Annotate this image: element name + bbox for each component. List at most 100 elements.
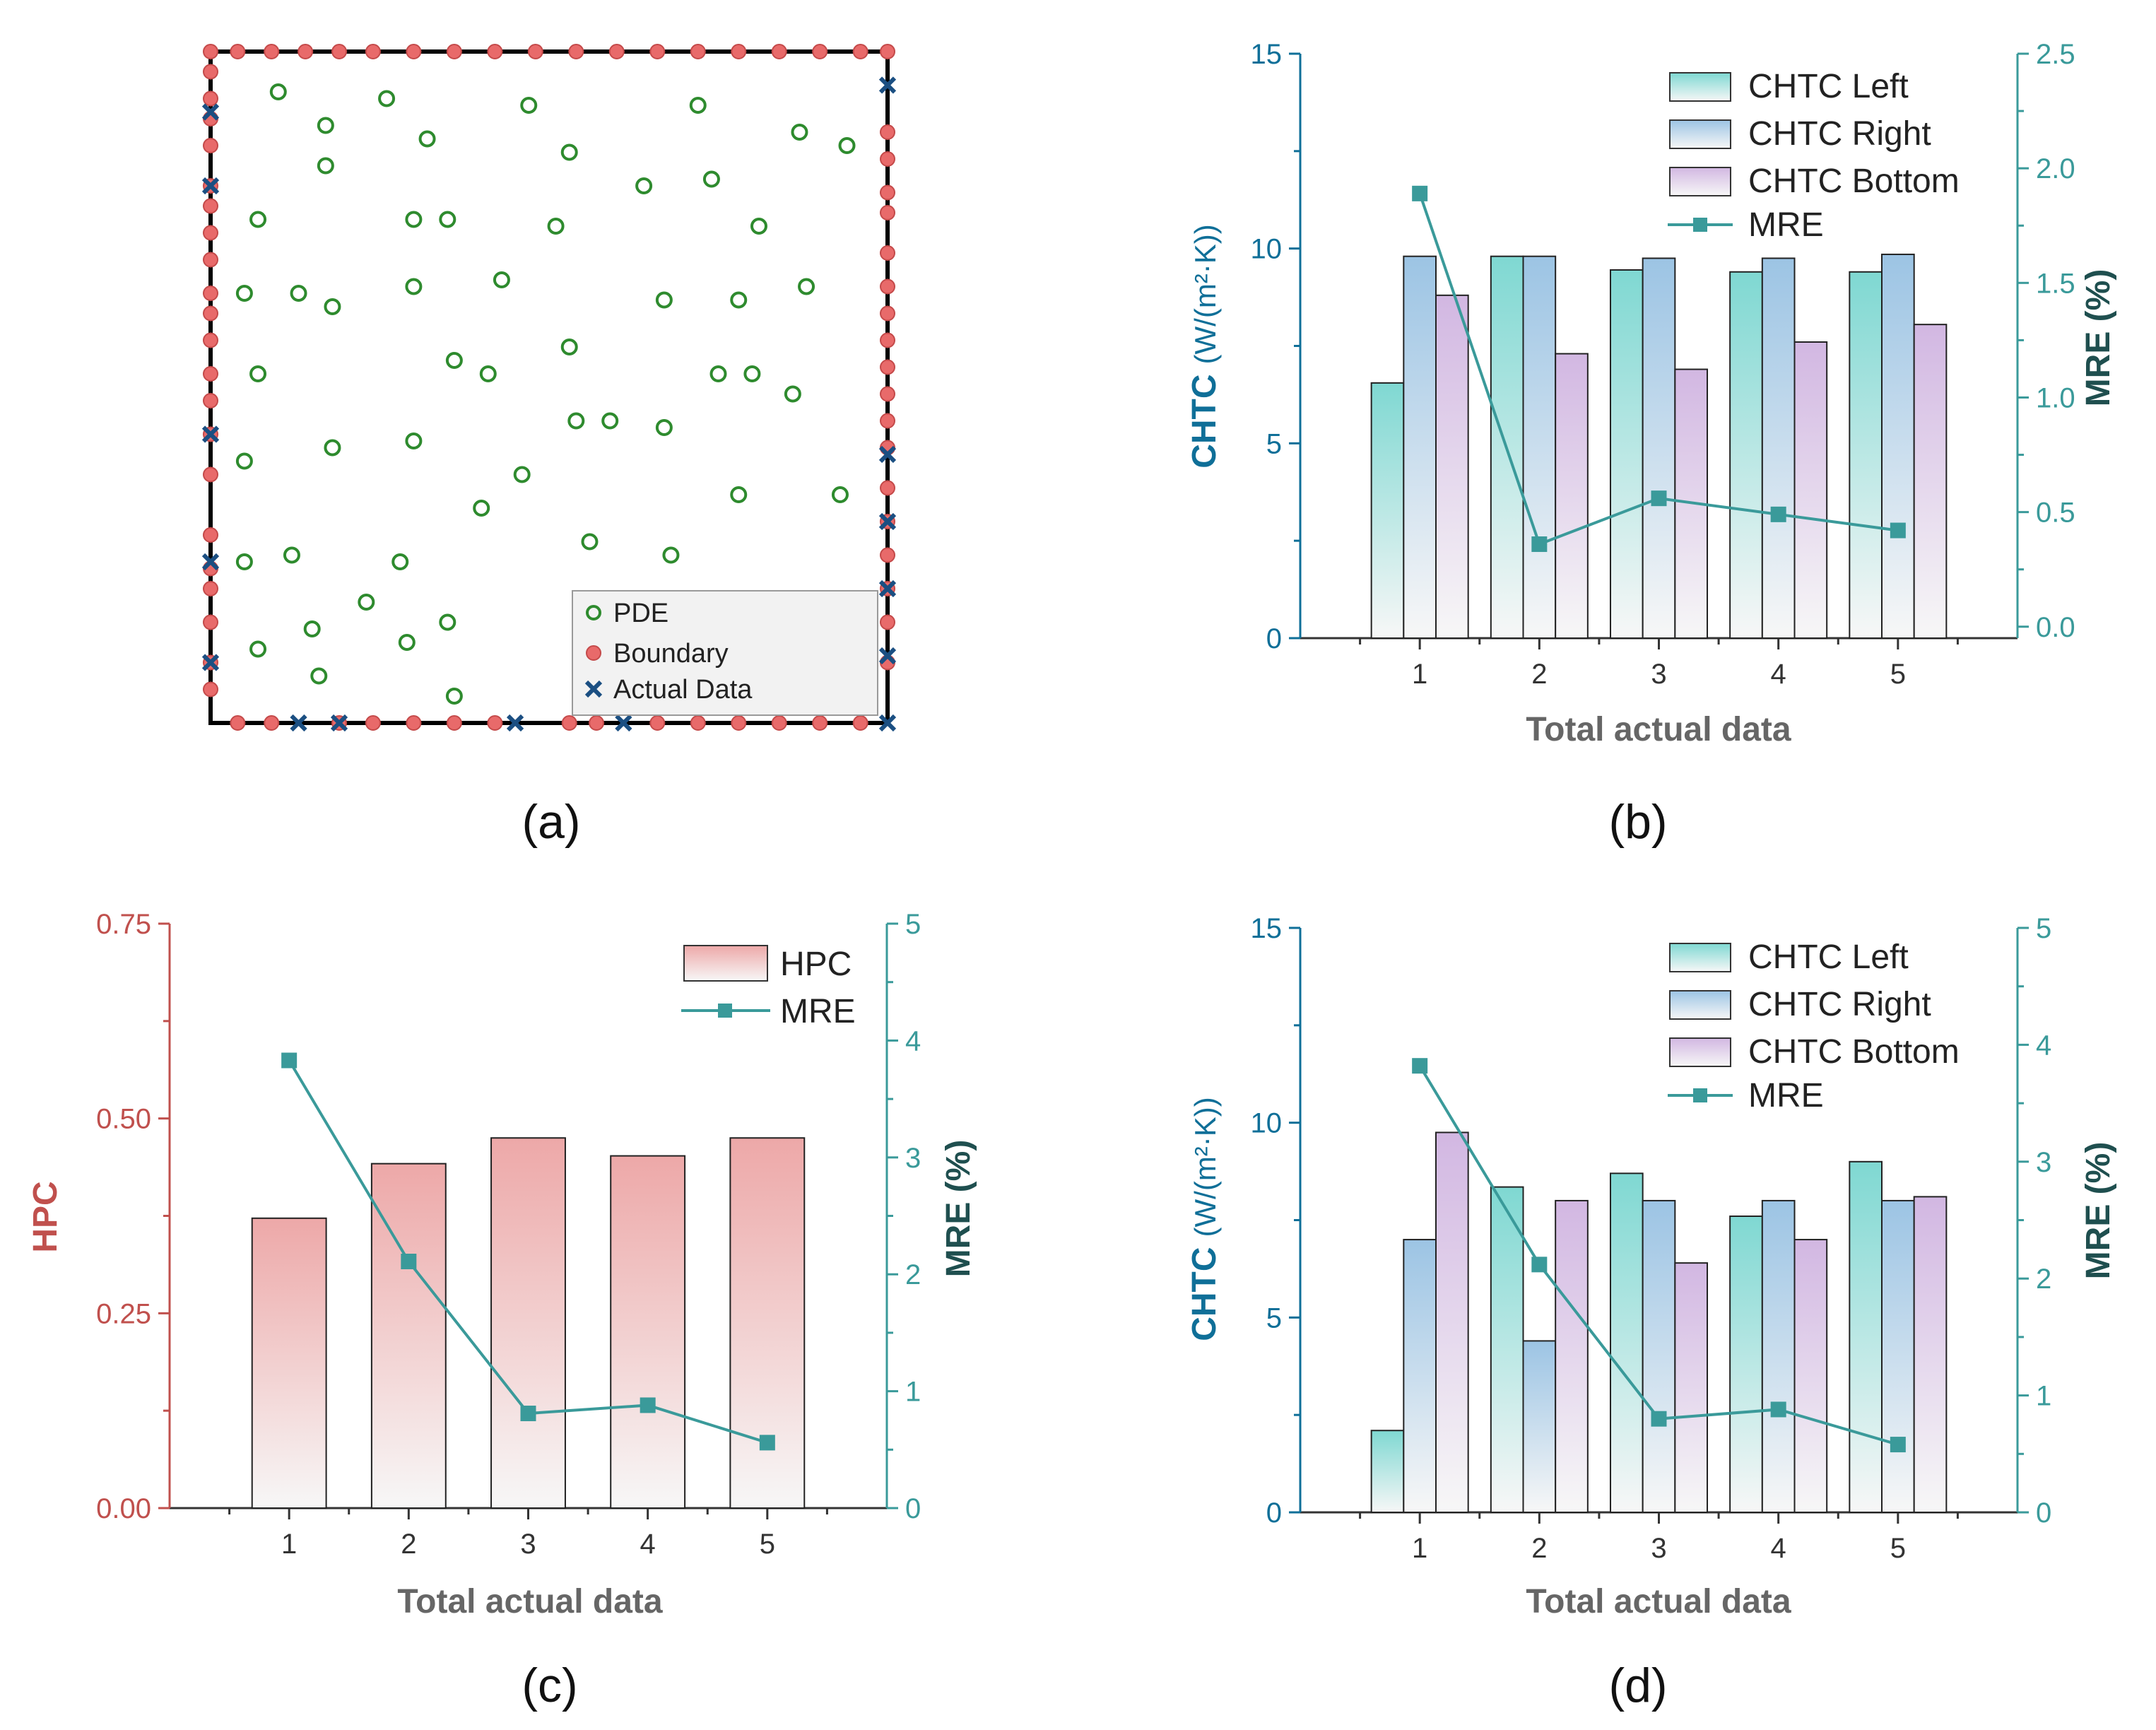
panel-c-ylabel: HPC [27,1181,64,1252]
d-bar-2-5 [1880,1199,1915,1514]
legend-b-right-swatch [1669,119,1731,149]
boundary-point [812,715,828,731]
panel-b-mre-line [1412,185,1906,553]
boundary-point [331,44,348,59]
d-y2tick-label: 3 [2036,1147,2051,1178]
boundary-point [880,413,895,429]
pde-point [473,500,490,517]
boundary-point [203,614,218,630]
d-bar-1-4 [1729,1215,1763,1514]
pde-point [798,278,815,295]
b-y2tick-label: 1.5 [2036,268,2075,299]
c-y2tick-label: 2 [905,1259,921,1290]
c-xtick-label: 3 [520,1529,536,1560]
actual-data-point [506,714,524,732]
pde-point [838,137,856,154]
b-ytick-label: 15 [1251,39,1283,70]
c-y2tick-label: 4 [905,1025,921,1057]
actual-data-point [878,714,897,732]
actual-data-stroke [878,445,897,464]
boundary-point [880,44,895,59]
legend-b-right-label: CHTC Right [1748,115,1931,153]
b-xtick-label: 1 [1412,659,1427,690]
d-y2tick-label: 0 [2036,1497,2051,1529]
boundary-point [608,44,625,59]
pde-point [391,553,409,570]
pde-point [702,170,720,188]
pde-point [283,546,300,564]
panel-c-tag: (c) [522,1659,577,1712]
actual-data-stroke [201,425,220,443]
panel-a-scatter: PDE Boundary Actual Data (a) [201,44,897,849]
d-bar-2-4 [1761,1199,1796,1514]
c-mre-marker-1 [281,1052,298,1069]
boundary-point [365,715,381,731]
pde-point [235,285,253,302]
c-bar-1-5 [729,1137,806,1509]
c-mre-marker-4 [640,1397,656,1413]
pde-point [439,211,456,228]
pde-point [398,634,416,651]
actual-data-stroke [290,714,307,732]
d-mre-marker-3 [1651,1411,1667,1427]
legend-pde-label: PDE [613,599,668,628]
c-xtick-label: 5 [760,1529,775,1560]
d-y2tick-label: 2 [2036,1264,2051,1295]
pde-point [405,432,423,449]
panel-b-legend: CHTC Left CHTC Right CHTC Bottom MRE [1668,68,1960,244]
actual-data-point [201,177,220,195]
boundary-point [487,44,503,59]
c-xtick-label: 4 [640,1529,656,1560]
actual-data-point [201,425,220,443]
legend-d-right-swatch [1669,990,1731,1020]
panel-c-legend: HPC MRE [681,945,856,1030]
d-xtick-label: 4 [1771,1533,1786,1564]
d-xtick-label: 3 [1651,1533,1666,1564]
panel-a-legend: PDE Boundary Actual Data [572,590,878,716]
panel-c-xlabel: Total actual data [397,1583,662,1620]
panel-d-legend: CHTC Left CHTC Right CHTC Bottom MRE [1668,938,1960,1114]
legend-d-mre-marker [1693,1088,1707,1102]
boundary-point [487,715,503,731]
panel-a-legend-box [572,590,878,716]
boundary-point [880,305,895,322]
boundary-point [880,245,895,261]
panel-b-y2label: MRE (%) [2080,269,2117,407]
boundary-point [812,44,828,59]
legend-boundary-label: Boundary [613,639,729,669]
d-bar-2-2 [1522,1340,1557,1513]
pde-point [567,412,585,430]
b-bar-3-5 [1913,324,1948,639]
c-bar-1-3 [490,1137,566,1509]
panel-b-chart: 0 5 10 15 0.0 0.5 1.0 1.5 2.0 2.5 1 2 3 4 5 CHTC(W/(m²… [1186,39,2117,849]
pde-point [445,688,463,705]
boundary-point [203,44,218,59]
panel-b-bars [1370,253,1948,640]
panel-d-y2label: MRE (%) [2080,1142,2117,1280]
pde-point [324,298,341,315]
b-bar-2-2 [1522,255,1557,639]
boundary-point [203,681,218,698]
legend-d-mre-label: MRE [1748,1077,1824,1114]
actual-data-stroke [330,714,348,732]
boundary-point [203,332,218,348]
legend-d-left-label: CHTC Left [1748,938,1909,976]
d-bar-1-2 [1490,1186,1524,1514]
c-mre-marker-3 [520,1406,536,1422]
pde-point [493,271,510,288]
pde-point [655,291,673,309]
actual-data-stroke [878,647,897,665]
legend-d-left-swatch [1669,943,1731,972]
c-mre-marker-5 [759,1435,775,1451]
pde-point [784,385,801,403]
d-bar-2-1 [1403,1239,1437,1513]
panel-b-xlabel: Total actual data [1526,711,1791,748]
d-bar-1-1 [1370,1430,1405,1513]
boundary-point [771,715,787,731]
legend-c-mre-marker [718,1004,732,1018]
panel-c-bars [251,1137,806,1510]
boundary-point [880,547,895,563]
actual-data-stroke [201,177,220,195]
actual-data-point [290,714,307,732]
